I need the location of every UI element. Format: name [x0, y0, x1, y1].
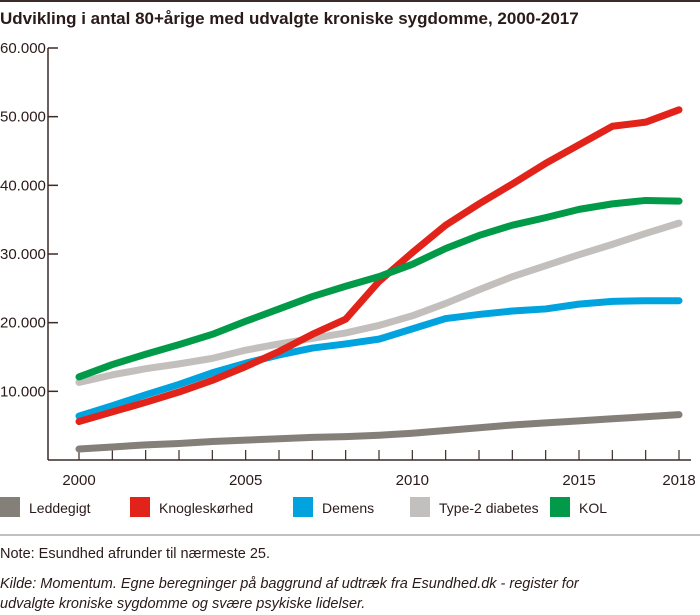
- y-tick-label: 30.000: [0, 246, 46, 263]
- series-line-demens: [75, 297, 683, 420]
- legend-swatch: [550, 497, 570, 517]
- x-tick-label: 2000: [62, 472, 95, 489]
- legend-label: Leddegigt: [29, 500, 91, 516]
- legend-label: Type-2 diabetes: [439, 500, 539, 516]
- y-tick-label: 50.000: [0, 109, 46, 126]
- legend-swatch: [130, 497, 150, 517]
- x-tick-label: 2005: [229, 472, 262, 489]
- legend-swatch: [293, 497, 313, 517]
- series-line-type-2-diabetes: [75, 219, 683, 386]
- y-tick-label: 60.000: [0, 40, 46, 57]
- chart-title: Udvikling i antal 80+årige med udvalgte …: [0, 9, 579, 28]
- source-text-line-1: Kilde: Momentum. Egne beregninger på bag…: [0, 576, 580, 592]
- y-tick-label: 20.000: [0, 315, 46, 332]
- legend: Leddegigt Knogleskørhed Demens Type-2 diabe…: [0, 497, 607, 517]
- series-lines: [75, 106, 683, 453]
- y-tick-label: 40.000: [0, 177, 46, 194]
- legend-label: Knogleskørhed: [159, 500, 253, 516]
- y-tick-label: 10.000: [0, 383, 46, 400]
- x-tick-label: 2010: [396, 472, 429, 489]
- series-line-kol: [75, 196, 683, 381]
- series-line-leddegigt: [75, 411, 683, 453]
- source-text-line-2: udvalgte kroniske sygdomme og svære psyk…: [0, 596, 365, 612]
- axes: 10.000 20.000 30.000 40.000 50.000 60.000 2000…: [0, 40, 696, 489]
- legend-swatch: [0, 497, 20, 517]
- x-tick-label: 2015: [562, 472, 595, 489]
- legend-label: Demens: [322, 500, 374, 516]
- legend-label: KOL: [579, 500, 607, 516]
- legend-swatch: [410, 497, 430, 517]
- series-line-knoglesk-rhed: [75, 106, 683, 426]
- x-tick-label: 2018: [662, 472, 695, 489]
- note-text: Note: Esundhed afrunder til nærmeste 25.: [0, 546, 270, 562]
